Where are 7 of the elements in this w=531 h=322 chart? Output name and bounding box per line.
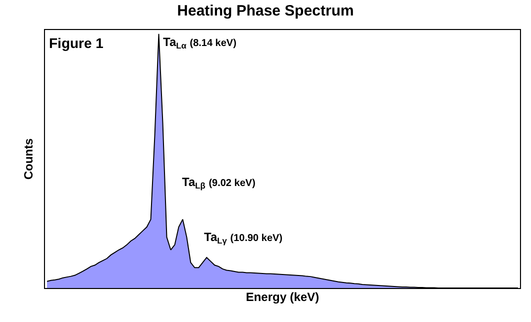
chart-title: Heating Phase Spectrum <box>177 2 354 20</box>
annotation: Ta$_{Lα}$ (8.14 keV) <box>163 35 236 51</box>
annotation: Ta$_{Lβ}$ (9.02 keV) <box>182 175 256 191</box>
x-axis-title: Energy (keV) <box>246 290 320 304</box>
annotation: Figure 1 <box>49 35 104 51</box>
y-axis-title: Counts <box>21 138 36 180</box>
annotation: Ta$_{Lγ}$ (10.90 keV) <box>204 230 283 246</box>
